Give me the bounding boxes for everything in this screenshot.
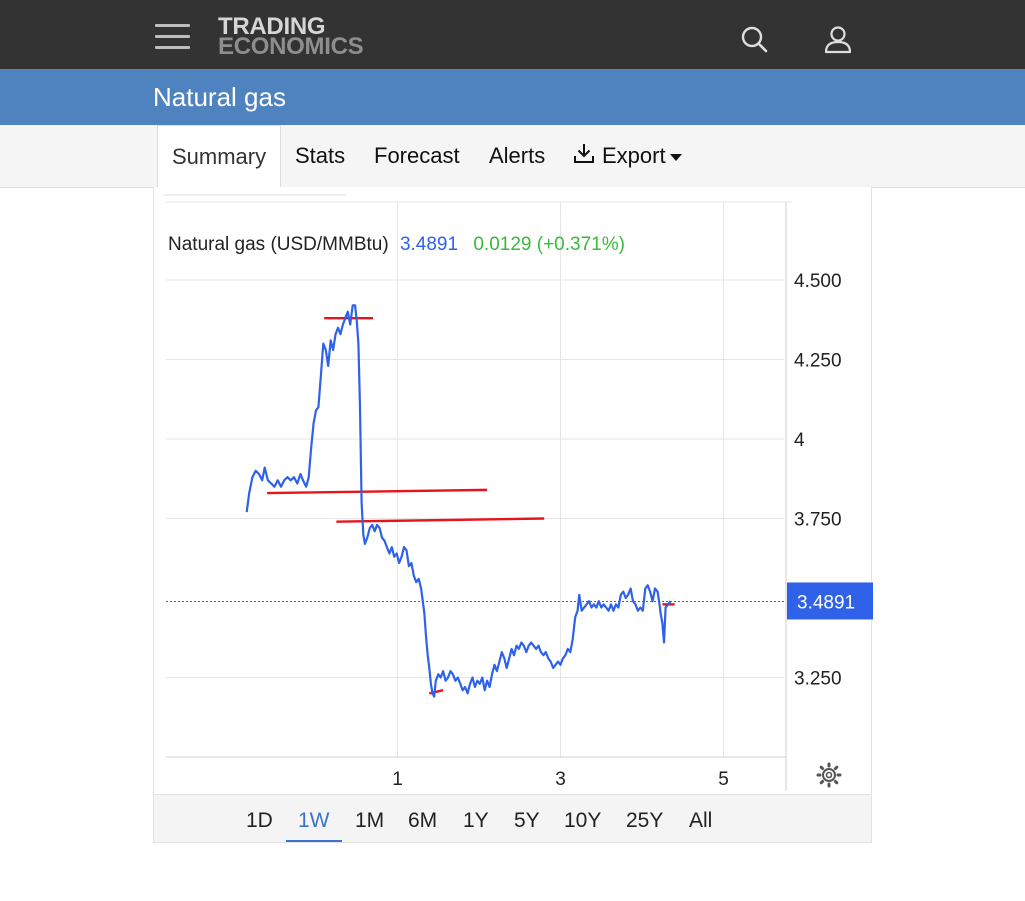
x-tick-label: 3 [555,769,566,790]
price-chart[interactable]: 3.250 3.750 4 4.250 4.500 1 3 5 3.4891 Natural g… [154,187,873,794]
legend-series-name: Natural gas (USD/MMBtu) [168,234,389,255]
logo-line2: ECONOMICS [218,33,364,60]
tab-forecast[interactable]: Forecast [374,143,460,168]
range-1d[interactable]: 1D [246,809,273,832]
range-5y[interactable]: 5Y [514,809,540,832]
site-logo[interactable]: TRADING ECONOMICS [218,13,364,60]
tab-stats[interactable]: Stats [295,143,346,168]
trendline [336,517,545,523]
hamburger-menu-icon[interactable] [155,24,191,50]
last-price-tag [787,582,873,620]
logo-line1: TRADING [218,13,326,40]
tab-alerts[interactable]: Alerts [489,143,546,168]
y-tick-label: 3.250 [794,669,842,690]
axis-layer: 3.250 3.750 4 4.250 4.500 1 3 5 3.4891 [166,202,873,791]
tab-summary[interactable]: Summary [157,125,282,189]
grid-layer [166,202,784,757]
trendline [267,488,488,495]
x-tick-label: 5 [718,769,729,790]
tab-bar: Summary Stats Forecast Alerts Export [0,125,1025,189]
range-selector: 1D 1W 1M 6M 1Y 5Y 10Y 25Y All [153,794,872,843]
range-10y[interactable]: 10Y [564,809,602,832]
download-icon [572,127,596,188]
chevron-down-icon [669,153,682,161]
y-tick-label: 4.500 [794,271,842,292]
range-1y[interactable]: 1Y [463,809,489,832]
y-tick-label: 4 [794,430,805,451]
trendline-layer [267,316,675,695]
range-6m[interactable]: 6M [408,809,438,832]
user-icon[interactable] [822,24,854,56]
search-icon[interactable] [740,25,770,55]
title-banner [0,69,1025,125]
y-tick-label: 3.750 [794,510,842,531]
range-all[interactable]: All [689,809,713,832]
range-25y[interactable]: 25Y [626,809,664,832]
export-label: Export [602,143,666,168]
last-price-tag-label: 3.4891 [797,592,855,613]
price-series-line [245,304,672,698]
series-layer [245,304,672,698]
range-1m[interactable]: 1M [355,809,385,832]
chart-legend: Natural gas (USD/MMBtu) 3.4891 0.0129 (+… [168,234,625,255]
x-tick-label: 1 [392,769,403,790]
settings-gear-icon[interactable] [816,762,842,788]
range-1w[interactable]: 1W [298,809,330,832]
range-active-underline [286,840,342,842]
y-tick-label: 4.250 [794,351,842,372]
chart-card: 3.250 3.750 4 4.250 4.500 1 3 5 3.4891 Natural g… [153,187,873,843]
legend-price: 3.4891 [400,234,458,255]
top-navbar [0,0,1025,69]
page-title: Natural gas [153,82,286,112]
legend-change: 0.0129 (+0.371%) [473,234,625,255]
tab-export[interactable]: Export [572,125,682,188]
